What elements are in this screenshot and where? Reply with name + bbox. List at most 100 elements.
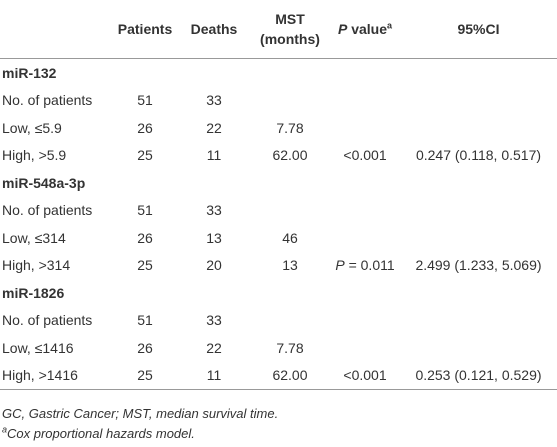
cell-text: 33	[206, 92, 222, 109]
cell-text: High, >1416	[2, 367, 78, 384]
cell	[250, 307, 330, 335]
cell	[330, 197, 400, 225]
cell-text: 11	[206, 147, 222, 164]
cell: 26	[112, 114, 178, 142]
cell-text: 26	[137, 229, 153, 246]
cell: 0.247 (0.118, 0.517)	[400, 142, 557, 170]
data-row: Low, ≤5.9 26 22 7.78	[0, 114, 557, 142]
cell: 22	[178, 114, 250, 142]
italic-text: P	[337, 21, 348, 37]
cell-text: 62.00	[272, 367, 308, 384]
cell: High, >314	[0, 252, 112, 280]
cell	[250, 87, 330, 115]
column-header: MST (months)	[250, 0, 330, 59]
column-header: 95%CI	[400, 0, 557, 59]
cell: 26	[112, 224, 178, 252]
cell-text: 51	[137, 312, 153, 329]
cell: 33	[178, 307, 250, 335]
cell	[400, 114, 557, 142]
cell: 7.78	[250, 114, 330, 142]
cell-line: (months)	[260, 31, 320, 47]
survival-table: Patients Deaths MST (months) P valuea 95%CI m…	[0, 0, 557, 390]
table-body: miR-132 No. of patients 51 33 Low, ≤5.9 26 22 7…	[0, 59, 557, 390]
data-row: High, >5.9 25 11 62.00 <0.001 0.247 (0.118, 0…	[0, 142, 557, 170]
superscript: a	[2, 424, 8, 435]
cell	[330, 334, 400, 362]
cell-text: 33	[206, 312, 222, 329]
cell: Low, ≤5.9	[0, 114, 112, 142]
group-row: miR-1826	[0, 279, 557, 307]
cell: 25	[112, 142, 178, 170]
cell-text: Low, ≤314	[2, 229, 66, 246]
cell: 22	[178, 334, 250, 362]
data-row: No. of patients 51 33	[0, 87, 557, 115]
footnotes: GC, Gastric Cancer; MST, median survival…	[0, 404, 557, 444]
group-name: miR-132	[2, 64, 57, 81]
cell-text: 13	[282, 257, 298, 274]
group-row: miR-548a-3p	[0, 169, 557, 197]
superscript: a	[387, 20, 393, 31]
cell: 7.78	[250, 334, 330, 362]
cell-text: 2.499 (1.233, 5.069)	[415, 257, 542, 274]
cell: 2.499 (1.233, 5.069)	[400, 252, 557, 280]
column-header: Patients	[112, 0, 178, 59]
cell: 33	[178, 87, 250, 115]
cell-text: 51	[137, 202, 153, 219]
cell-text: 20	[206, 257, 222, 274]
cell: 25	[112, 361, 178, 390]
cell: 20	[178, 252, 250, 280]
cell-text: High, >5.9	[2, 147, 67, 164]
cell	[400, 197, 557, 225]
cell: No. of patients	[0, 307, 112, 335]
cell: High, >5.9	[0, 142, 112, 170]
column-header	[0, 0, 112, 59]
cell-line: MST	[275, 11, 305, 27]
cell-text: 25	[137, 257, 153, 274]
cell-text: No. of patients	[2, 92, 93, 109]
cell-text: <0.001	[343, 147, 387, 164]
cell-text: Deaths	[190, 21, 238, 37]
cell: 46	[250, 224, 330, 252]
cell: 33	[178, 197, 250, 225]
cell-text: Low, ≤1416	[2, 339, 74, 356]
cell	[400, 224, 557, 252]
cell-text: 22	[206, 339, 222, 356]
cell-text: 95%CI	[457, 21, 500, 37]
cell-text: 33	[206, 202, 222, 219]
cell-text: No. of patients	[2, 202, 93, 219]
data-row: No. of patients 51 33	[0, 197, 557, 225]
cell	[400, 307, 557, 335]
column-header: P valuea	[330, 0, 400, 59]
cell: Low, ≤314	[0, 224, 112, 252]
cell-text: 22	[206, 119, 222, 136]
group-name: miR-548a-3p	[2, 174, 86, 191]
cell-text: 51	[137, 92, 153, 109]
footnote: aCox proportional hazards model.	[0, 424, 557, 444]
cell-text: 7.78	[276, 119, 304, 136]
data-row: Low, ≤1416 26 22 7.78	[0, 334, 557, 362]
cell-text: 25	[137, 367, 153, 384]
cell-text: No. of patients	[2, 312, 93, 329]
cell: 51	[112, 307, 178, 335]
data-row: High, >1416 25 11 62.00 <0.001 0.253 (0.121, …	[0, 361, 557, 390]
cell: 0.253 (0.121, 0.529)	[400, 361, 557, 390]
header-row: Patients Deaths MST (months) P valuea 95%CI	[0, 0, 557, 59]
cell-text: value	[347, 21, 388, 37]
footnote-text: Cox proportional hazards model.	[7, 426, 195, 441]
data-row: Low, ≤314 26 13 46	[0, 224, 557, 252]
cell-text: 26	[137, 119, 153, 136]
cell: No. of patients	[0, 87, 112, 115]
cell-text: 7.78	[276, 339, 304, 356]
cell: No. of patients	[0, 197, 112, 225]
cell	[330, 114, 400, 142]
cell: 13	[178, 224, 250, 252]
group-row: miR-132	[0, 59, 557, 87]
cell: 26	[112, 334, 178, 362]
data-row: High, >314 25 20 13 P = 0.011 2.499 (1.233, 5…	[0, 252, 557, 280]
cell: <0.001	[330, 142, 400, 170]
cell-text: Low, ≤5.9	[2, 119, 62, 136]
data-row: No. of patients 51 33	[0, 307, 557, 335]
cell: <0.001	[330, 361, 400, 390]
cell: 51	[112, 87, 178, 115]
cell: P = 0.011	[330, 252, 400, 280]
